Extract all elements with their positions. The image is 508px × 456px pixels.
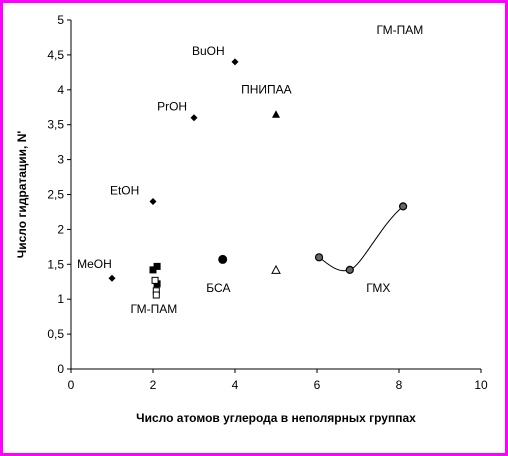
y-tick-label: 2,5 — [47, 188, 64, 202]
open-square-point — [151, 276, 159, 284]
point-annotation: ГМ-ПАМ — [376, 23, 423, 37]
diamond-point — [149, 197, 157, 205]
point-annotation: BuOH — [192, 44, 225, 58]
x-tick-label: 0 — [68, 378, 75, 392]
point-annotation: БСА — [206, 281, 230, 295]
filled-square-point — [153, 262, 161, 270]
point-annotation: EtOH — [110, 184, 139, 198]
open-triangle-point — [271, 264, 281, 274]
circle-point — [399, 202, 408, 211]
y-tick-label: 0 — [57, 362, 64, 376]
series-lines — [318, 205, 404, 272]
open-square-point — [152, 291, 160, 299]
point-annotation: MeOH — [77, 257, 112, 271]
y-tick-label: 0,5 — [47, 327, 64, 341]
y-tick-label: 5 — [57, 13, 64, 27]
y-tick-label: 1 — [57, 292, 64, 306]
large-circle-point — [218, 254, 228, 264]
y-tick-label: 2 — [57, 222, 64, 236]
diamond-point — [231, 58, 239, 66]
axes — [67, 19, 482, 373]
x-axis-title: Число атомов углерода в неполярных групп… — [136, 411, 416, 425]
point-annotation: ГМХ — [366, 281, 390, 295]
point-annotation: PrOH — [157, 100, 187, 114]
circle-point — [345, 265, 354, 274]
x-tick-label: 8 — [396, 378, 403, 392]
data-points — [108, 58, 408, 299]
y-tick-label: 3 — [57, 153, 64, 167]
y-tick-label: 1,5 — [47, 257, 64, 271]
diamond-point — [108, 274, 116, 282]
tick-labels: 0 0,5 1 1,5 2 2,5 3 3,5 4 4,5 5 0 2 4 6 8 10 — [47, 13, 488, 392]
filled-square-point — [149, 266, 157, 274]
filled-triangle-point — [272, 110, 280, 118]
annotations: MeOH EtOH PrOH BuOH ПНИПАА ГМ-ПАМ ГМ-ПАМ БСА ГМХ — [77, 23, 423, 316]
x-tick-label: 2 — [150, 378, 157, 392]
x-tick-label: 10 — [474, 378, 488, 392]
gmx-curve — [318, 205, 404, 272]
point-annotation: ГМ-ПАМ — [130, 302, 177, 316]
diamond-point — [190, 114, 198, 122]
y-axis-title: Число гидратации, N' — [15, 131, 29, 259]
y-tick-label: 4,5 — [47, 48, 64, 62]
x-tick-label: 6 — [314, 378, 321, 392]
x-tick-label: 4 — [232, 378, 239, 392]
y-tick-label: 4 — [57, 83, 64, 97]
y-tick-label: 3,5 — [47, 118, 64, 132]
circle-point — [314, 253, 324, 262]
point-annotation: ПНИПАА — [241, 82, 292, 96]
